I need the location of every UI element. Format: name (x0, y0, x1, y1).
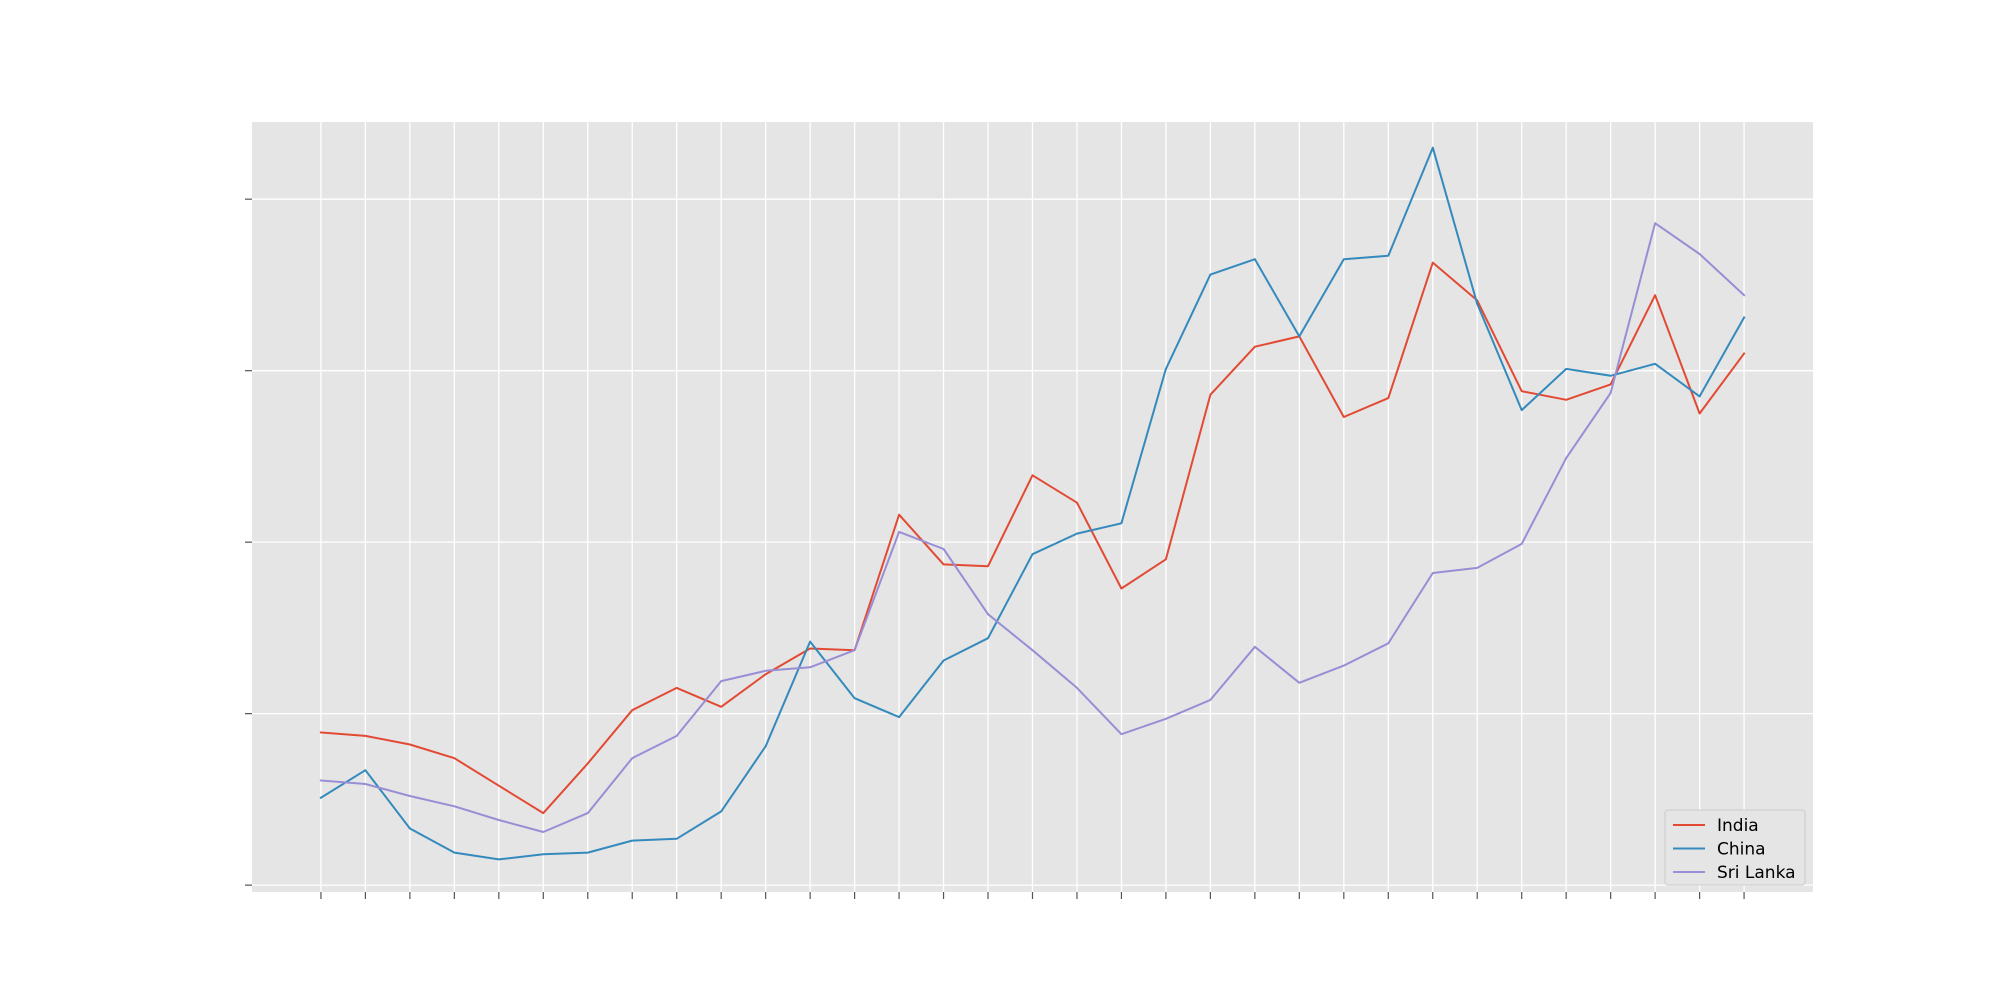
legend-box (1664, 809, 1806, 886)
legend-label-sri-lanka: Sri Lanka (1717, 863, 1796, 883)
legend-label-india: India (1717, 816, 1759, 836)
series-line-sri-lanka (319, 222, 1746, 833)
legend-entry-india: India (1673, 816, 1759, 836)
legend-entry-sri-lanka: Sri Lanka (1673, 863, 1796, 883)
grid-lines (252, 122, 1813, 892)
series-line-india (319, 261, 1746, 815)
series-lines (319, 146, 1746, 861)
axis-ticks (245, 198, 1745, 899)
legend: India China Sri Lanka (1664, 809, 1806, 886)
series-line-china (319, 146, 1746, 861)
legend-entry-china: China (1673, 840, 1766, 860)
legend-label-china: China (1717, 840, 1766, 860)
